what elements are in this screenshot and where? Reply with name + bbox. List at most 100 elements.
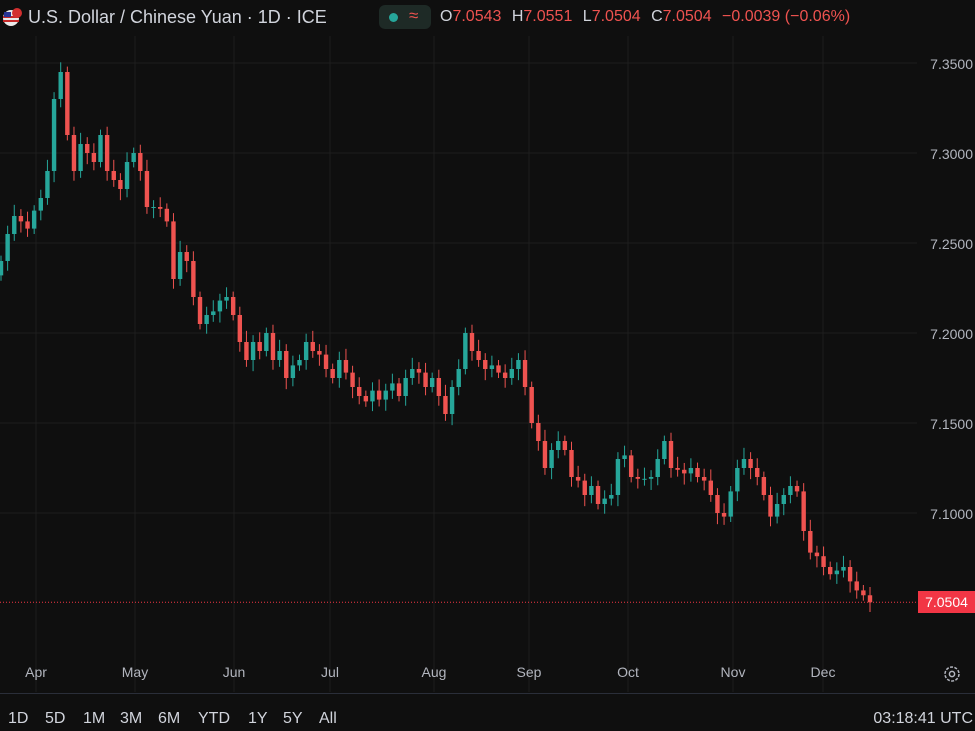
candle bbox=[516, 353, 521, 381]
last-price-label: 7.0504 bbox=[918, 591, 975, 613]
data-delay-icon: ≈ bbox=[409, 6, 419, 25]
candle bbox=[284, 344, 289, 390]
market-status-pill[interactable]: ≈ bbox=[379, 5, 431, 29]
candle bbox=[827, 561, 833, 580]
candle bbox=[343, 348, 349, 380]
candle bbox=[211, 300, 216, 322]
candle bbox=[761, 471, 767, 501]
candle bbox=[496, 360, 501, 378]
candle bbox=[25, 211, 30, 237]
price-axis[interactable]: 7.3500 7.3000 7.2500 7.2000 7.1500 7.100… bbox=[917, 36, 975, 692]
candle bbox=[403, 369, 408, 406]
candle bbox=[244, 330, 249, 367]
candle bbox=[370, 382, 375, 412]
range-3m-button[interactable]: 3M bbox=[120, 710, 143, 727]
range-1m-button[interactable]: 1M bbox=[83, 710, 106, 727]
candle bbox=[701, 468, 707, 491]
candle bbox=[735, 459, 740, 502]
candle bbox=[390, 373, 395, 399]
candle bbox=[556, 431, 561, 459]
candle bbox=[582, 473, 587, 507]
candle bbox=[376, 379, 382, 407]
candle bbox=[814, 545, 820, 568]
change-value: −0.0039 (−0.06%) bbox=[722, 8, 851, 25]
candle bbox=[662, 435, 667, 465]
candle bbox=[755, 458, 760, 486]
candle bbox=[290, 355, 296, 387]
symbol-title[interactable]: U.S. Dollar / Chinese Yuan · 1D · ICE bbox=[28, 7, 327, 27]
candle bbox=[18, 209, 24, 233]
candle bbox=[383, 383, 388, 411]
high-value: 7.0551 bbox=[523, 8, 573, 25]
candle bbox=[237, 306, 243, 352]
candle bbox=[469, 324, 475, 361]
candle bbox=[721, 503, 727, 525]
candle bbox=[257, 332, 262, 360]
candle bbox=[151, 200, 156, 219]
range-5d-button[interactable]: 5D bbox=[45, 710, 66, 727]
candle bbox=[158, 197, 163, 218]
range-1d-button[interactable]: 1D bbox=[8, 710, 29, 727]
x-tick-label: Sep bbox=[516, 664, 542, 680]
x-tick-label: Nov bbox=[720, 664, 746, 680]
candle bbox=[489, 355, 495, 378]
candle bbox=[575, 465, 581, 488]
low-value: 7.0504 bbox=[591, 8, 641, 25]
candle bbox=[728, 486, 733, 522]
candle bbox=[204, 306, 209, 334]
range-6m-button[interactable]: 6M bbox=[158, 710, 181, 727]
candle bbox=[549, 443, 554, 480]
candle bbox=[12, 204, 17, 241]
range-ytd-button[interactable]: YTD bbox=[198, 710, 230, 727]
x-tick-label: Oct bbox=[617, 664, 639, 680]
candle bbox=[774, 492, 780, 524]
close-value: 7.0504 bbox=[662, 8, 712, 25]
candle bbox=[655, 449, 660, 486]
candle bbox=[808, 519, 813, 560]
candle bbox=[264, 327, 269, 357]
candle bbox=[622, 445, 627, 468]
low-key: L bbox=[582, 8, 592, 25]
utc-clock[interactable]: 03:18:41 UTC bbox=[873, 710, 973, 727]
price-chart-canvas[interactable] bbox=[0, 36, 917, 692]
candle bbox=[536, 414, 541, 451]
range-1y-button[interactable]: 1Y bbox=[248, 710, 268, 727]
candle bbox=[483, 353, 488, 381]
us-china-flag-icon bbox=[3, 8, 22, 26]
candle bbox=[436, 369, 442, 406]
candle bbox=[715, 488, 720, 525]
candle bbox=[589, 476, 594, 504]
candle bbox=[628, 450, 634, 483]
candle bbox=[98, 129, 103, 168]
x-tick-label: Aug bbox=[421, 664, 447, 680]
candle bbox=[58, 62, 63, 108]
candle bbox=[635, 468, 641, 489]
candle bbox=[317, 344, 322, 366]
candle bbox=[801, 483, 806, 541]
candle bbox=[91, 143, 97, 171]
candle bbox=[821, 546, 826, 576]
candle bbox=[456, 359, 461, 396]
range-5y-button[interactable]: 5Y bbox=[283, 710, 303, 727]
candle bbox=[509, 357, 514, 385]
bottom-toolbar: 1D 5D 1M 3M 6M YTD 1Y 5Y All 03:18:41 UT… bbox=[0, 693, 975, 731]
y-tick-label: 7.1000 bbox=[930, 506, 973, 522]
candle bbox=[443, 384, 448, 421]
candle bbox=[297, 354, 302, 371]
candle bbox=[847, 560, 853, 593]
candle bbox=[131, 147, 136, 168]
candle bbox=[522, 350, 528, 396]
range-all-button[interactable]: All bbox=[319, 710, 337, 727]
candle bbox=[0, 255, 4, 281]
settings-gear-icon[interactable] bbox=[942, 664, 962, 684]
candle bbox=[337, 351, 342, 388]
candle bbox=[861, 585, 866, 601]
candle bbox=[118, 173, 123, 201]
candle bbox=[323, 344, 329, 378]
candle bbox=[675, 456, 680, 477]
candle bbox=[542, 429, 548, 475]
candle bbox=[164, 203, 170, 227]
candle bbox=[363, 390, 369, 407]
candle bbox=[841, 555, 846, 578]
open-value: 7.0543 bbox=[452, 8, 502, 25]
